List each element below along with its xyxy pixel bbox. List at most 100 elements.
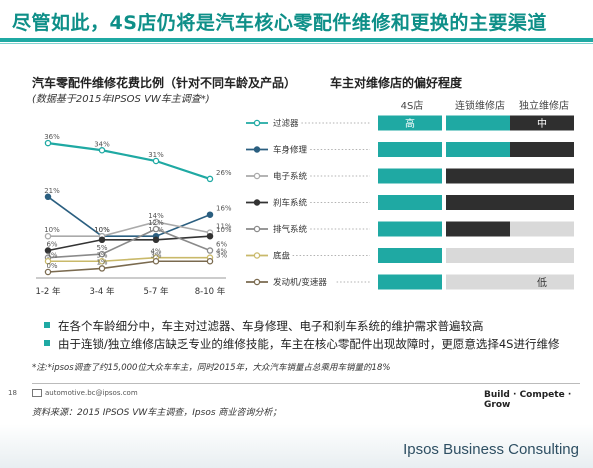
bullet-list: 在各个车龄细分中，车主对过滤器、车身修理、电子和刹车系统的维护需求普遍较高 由于… xyxy=(44,318,560,354)
x-tick-label: 1-2 年 xyxy=(35,286,61,297)
data-label: 4% xyxy=(150,248,161,256)
data-label: 10% xyxy=(44,226,60,234)
preference-cell xyxy=(510,195,574,210)
data-label: 10% xyxy=(94,226,110,234)
preference-cell xyxy=(510,142,574,157)
data-label: 0% xyxy=(46,262,57,270)
preference-table: 高 中低 xyxy=(378,115,574,290)
line-chart: 1-2 年 3-4 年 5-7 年 8-10 年36%34%31%26%21%10%1… xyxy=(35,133,231,297)
data-point xyxy=(44,258,52,265)
data-label: 3% xyxy=(46,251,57,259)
page-number: 18 xyxy=(8,389,17,397)
data-point xyxy=(44,139,52,147)
preference-cell xyxy=(510,274,574,290)
data-label: 12% xyxy=(148,219,164,227)
preference-cell xyxy=(378,142,442,157)
data-point xyxy=(98,236,106,244)
data-label: 1% xyxy=(96,258,107,266)
preference-table-title: 车主对维修店的偏好程度 xyxy=(330,76,463,90)
data-point xyxy=(206,247,214,254)
preference-cell xyxy=(446,115,510,131)
data-point xyxy=(98,147,106,154)
series-line xyxy=(47,196,211,237)
data-label: 6% xyxy=(46,241,57,249)
data-label: 4% xyxy=(216,248,227,256)
legend-marker xyxy=(253,172,261,180)
data-label: 3% xyxy=(216,251,227,259)
data-label: 34% xyxy=(94,140,110,148)
data-label: 26% xyxy=(216,169,232,177)
preference-cell-label: 中 xyxy=(537,117,547,130)
legend-marker xyxy=(253,146,261,153)
data-label: 16% xyxy=(216,205,232,213)
data-point xyxy=(44,268,52,276)
data-label: 10% xyxy=(94,226,110,234)
legend-marker xyxy=(253,119,261,127)
envelope-icon xyxy=(32,389,42,397)
title-divider xyxy=(0,38,593,42)
page-title: 尽管如此，4S店仍将是汽车核心零配件维修和更换的主要渠道 xyxy=(12,12,547,34)
data-label: 3% xyxy=(96,251,107,259)
column-header-independent: 独立维修店 xyxy=(519,101,569,112)
series-line xyxy=(47,260,210,273)
data-point xyxy=(206,175,214,183)
data-point xyxy=(152,157,160,165)
column-header-4s: 4S店 xyxy=(400,101,424,112)
preference-cell-label: 高 xyxy=(405,117,415,130)
legend-label: 底盘 xyxy=(273,251,291,262)
x-tick-label: 3-4 年 xyxy=(89,286,115,297)
series-line xyxy=(47,235,211,252)
data-label: 10% xyxy=(216,226,232,234)
data-point xyxy=(44,193,52,201)
preference-cell xyxy=(378,221,442,237)
legend-marker xyxy=(253,225,261,233)
preference-cell xyxy=(378,168,442,184)
contact-email: automotive.bc@ipsos.com xyxy=(32,389,138,397)
legend-label: 车身修理 xyxy=(273,145,308,156)
data-point xyxy=(98,265,106,272)
preference-cell xyxy=(378,115,442,131)
preference-cell xyxy=(446,274,510,290)
data-label: 36% xyxy=(44,133,60,141)
legend-label: 发动机/变速器 xyxy=(273,277,327,288)
data-point xyxy=(44,232,52,240)
series-line xyxy=(47,142,211,180)
tagline: Build · Compete · Grow xyxy=(484,390,572,410)
preference-cell xyxy=(446,168,510,184)
preference-cell xyxy=(510,115,574,131)
title-divider-thin xyxy=(0,43,593,44)
data-label: 21% xyxy=(44,187,60,195)
data-point xyxy=(206,211,214,218)
footer-divider xyxy=(32,383,580,384)
legend-marker xyxy=(253,252,261,259)
data-label: 3% xyxy=(150,251,161,259)
preference-cell xyxy=(378,195,442,210)
chart-canvas: 1-2 年 3-4 年 5-7 年 8-10 年36%34%31%26%21%10%1… xyxy=(35,115,574,297)
legend-label: 刹车系统 xyxy=(273,198,308,209)
preference-cell xyxy=(510,221,574,237)
preference-cell xyxy=(378,274,442,290)
data-point xyxy=(152,225,160,233)
legend-marker xyxy=(253,278,261,286)
column-header-chain: 连锁维修店 xyxy=(455,101,505,112)
source-note: 资料来源：2015 IPSOS VW车主调查，Ipsos 商业咨询分析； xyxy=(32,408,282,418)
preference-cell-label: 低 xyxy=(537,276,547,289)
bullet-item: 由于连锁/独立维修店缺乏专业的维修技能，车主在核心零配件出现故障时，更愿意选择4… xyxy=(44,336,560,352)
bullet-item: 在各个车龄细分中，车主对过滤器、车身修理、电子和刹车系统的维护需求普遍较高 xyxy=(44,318,560,334)
data-point xyxy=(206,258,214,265)
preference-cell xyxy=(510,248,574,263)
x-tick-label: 5-7 年 xyxy=(143,286,169,297)
series-line xyxy=(47,228,211,259)
data-point xyxy=(98,250,106,258)
preference-cell xyxy=(510,168,574,184)
legend-label: 排气系统 xyxy=(273,224,308,235)
preference-cell xyxy=(446,221,510,237)
preference-cell xyxy=(446,248,510,263)
footer-band xyxy=(0,424,593,468)
legend-label: 过滤器 xyxy=(273,118,299,129)
legend-label: 电子系统 xyxy=(273,171,308,182)
line-chart-title: 汽车零配件维修花费比例（针对不同车龄及产品） xyxy=(32,76,297,90)
data-label: 11% xyxy=(216,223,232,231)
legend-marker xyxy=(253,199,261,206)
